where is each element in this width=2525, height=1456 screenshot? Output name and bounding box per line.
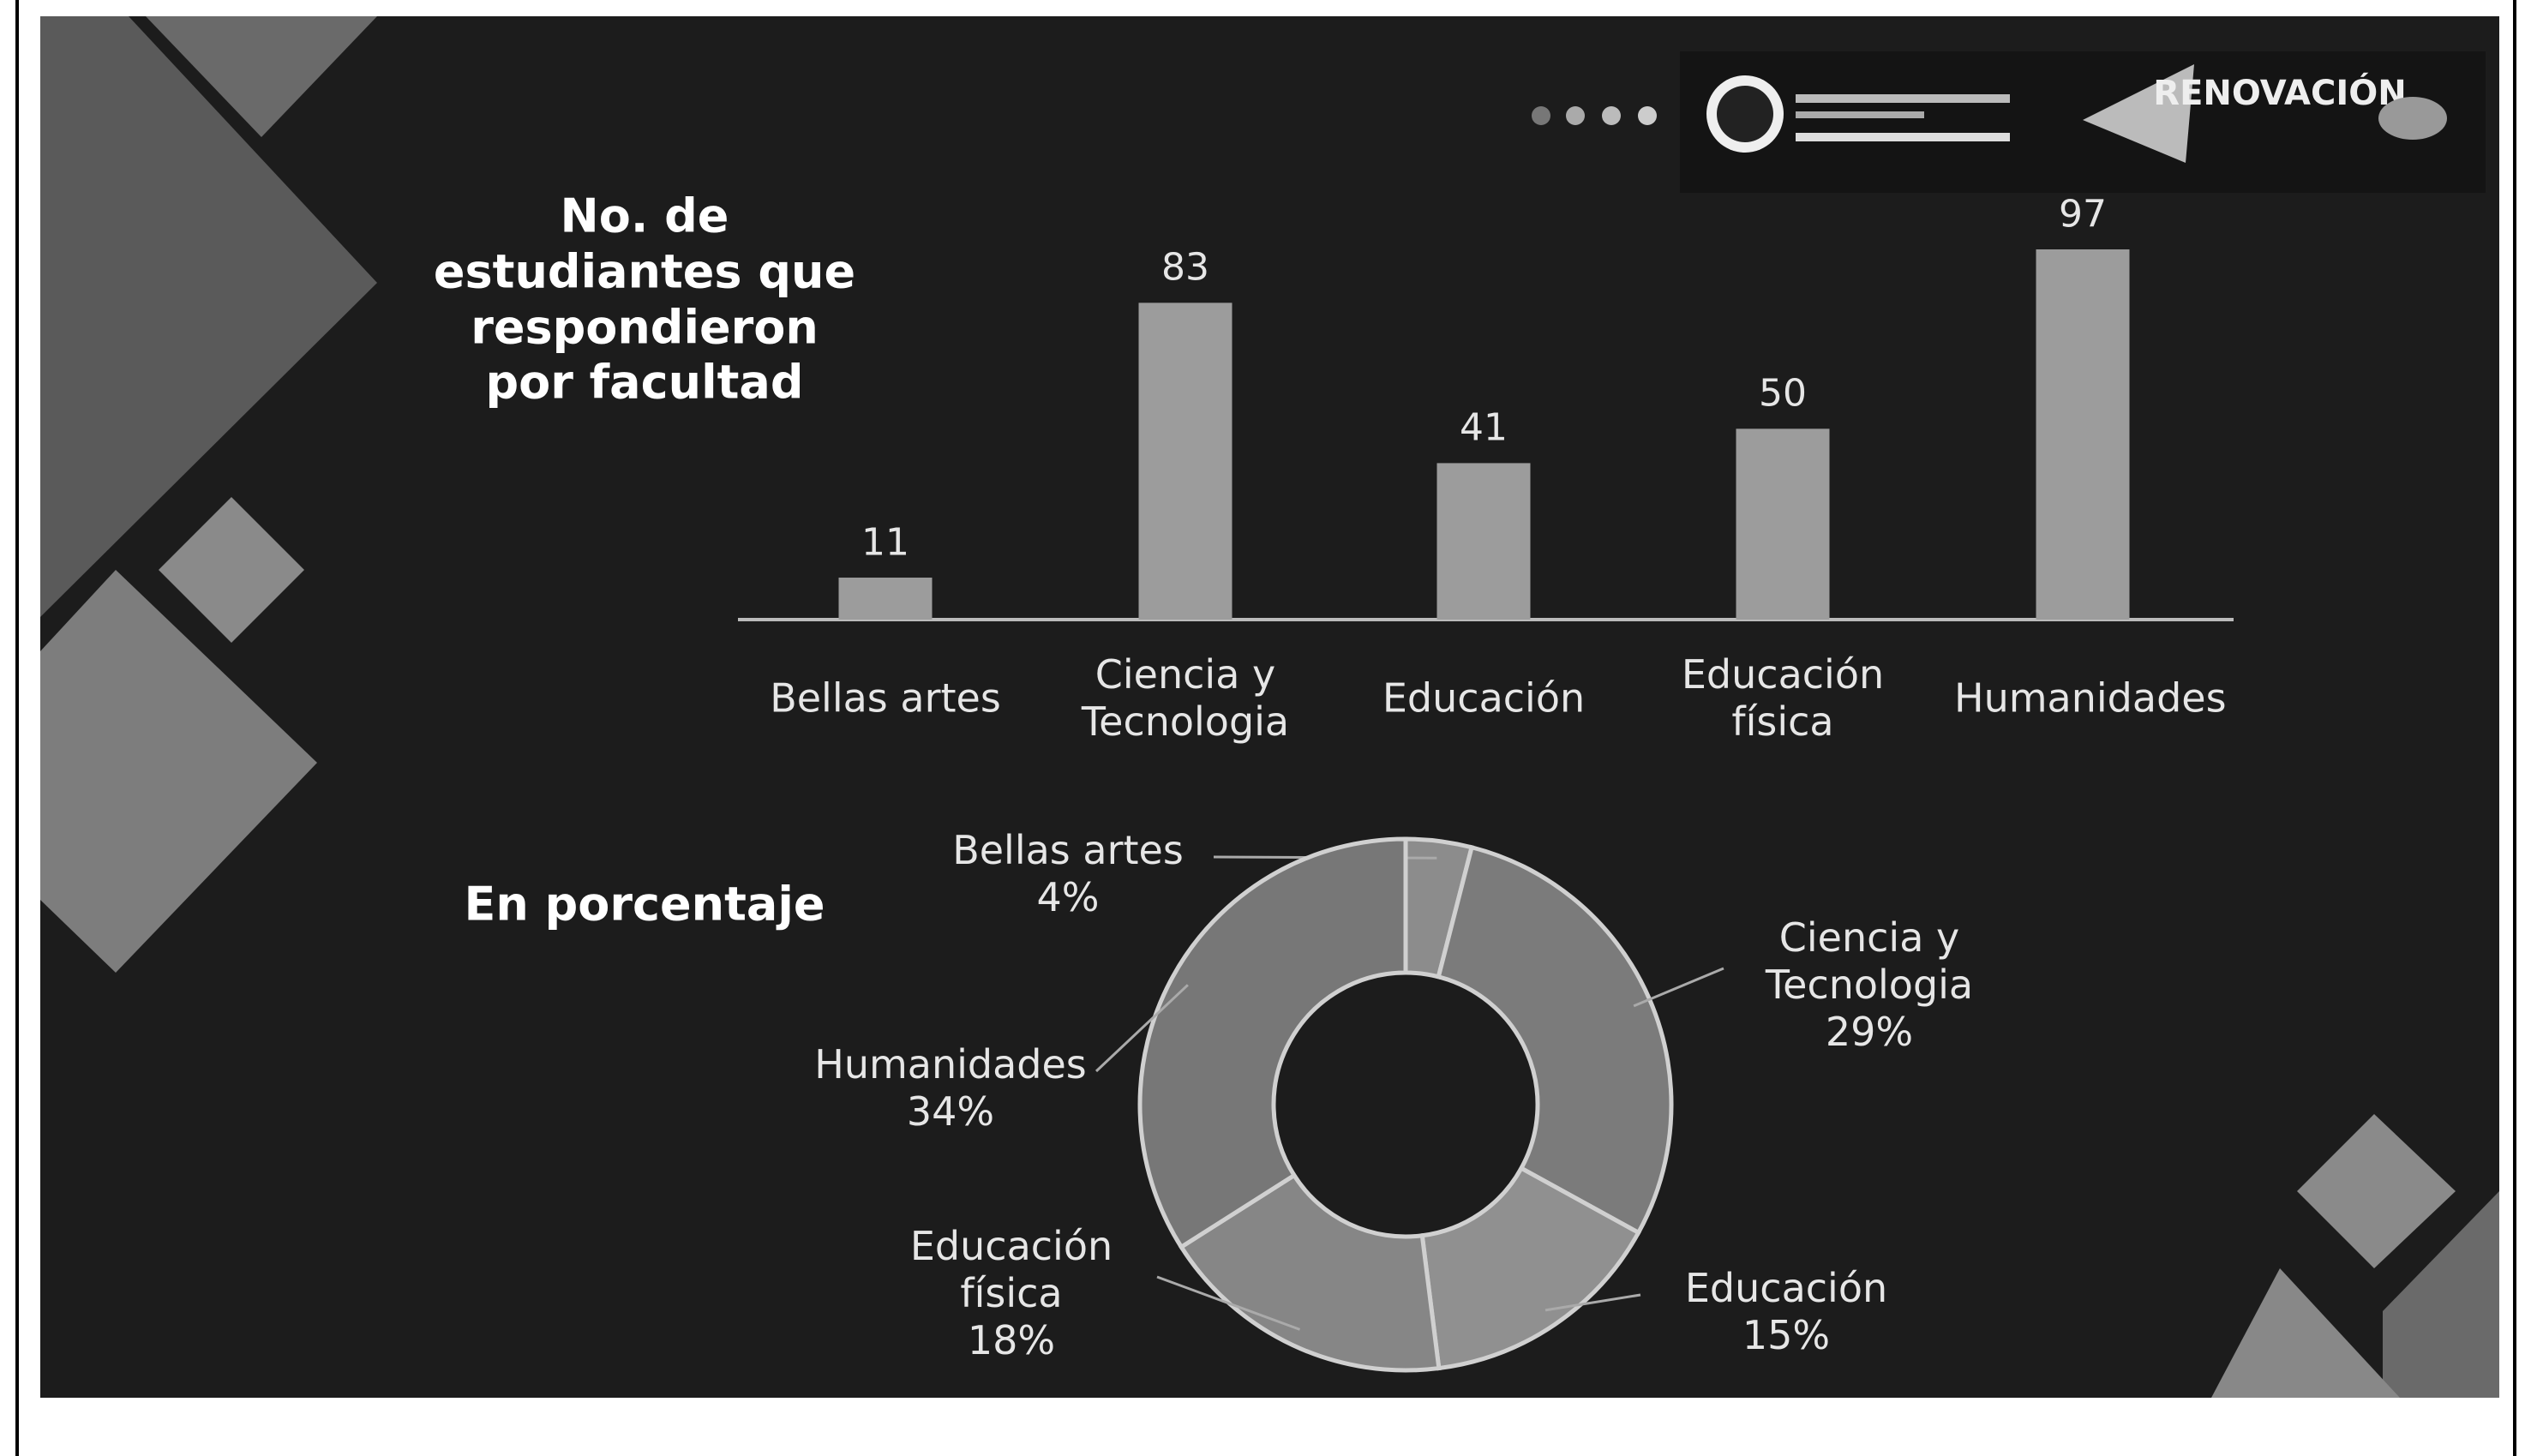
data-label: Educación física 18%	[874, 1223, 1149, 1365]
decor-diamond	[40, 16, 377, 617]
university-logo	[1717, 86, 1773, 142]
percent-label: 29%	[1825, 1009, 1914, 1056]
percent-label: 15%	[1742, 1312, 1831, 1358]
renovacion-logo	[2083, 64, 2194, 163]
x-tick-label: Educación	[1382, 674, 1586, 722]
x-tick-label: Bellas artes	[770, 674, 1001, 722]
decor-diamond	[2297, 1114, 2456, 1268]
logo-text-bar	[1796, 111, 1924, 118]
dot	[1602, 106, 1621, 125]
decor-diamond	[159, 497, 304, 643]
x-tick-label: Educación física	[1681, 650, 1885, 745]
donut-segment	[1137, 836, 1408, 1250]
logo-badge	[2378, 97, 2447, 140]
bar	[1138, 303, 1233, 620]
leader-line	[1633, 967, 1724, 1008]
value-label: 41	[1460, 405, 1508, 450]
donut-segment	[1436, 844, 1674, 1236]
leader-line	[1544, 1293, 1641, 1312]
value-label: 50	[1759, 371, 1807, 416]
x-tick-label: Ciencia y Tecnologia	[1081, 650, 1290, 745]
data-label: Humanidades 34%	[813, 1041, 1088, 1135]
chart-title: En porcentaje	[464, 877, 825, 932]
percent-label: 34%	[906, 1088, 995, 1135]
leader-line	[1095, 984, 1189, 1073]
data-label: Bellas artes 4%	[931, 827, 1205, 921]
data-label: Educación 15%	[1649, 1265, 1923, 1359]
leader-line	[1156, 1275, 1301, 1331]
logo-text-bar	[1796, 94, 2010, 103]
decor-diamond	[2383, 1191, 2499, 1398]
category-label: Bellas artes	[952, 826, 1184, 873]
value-label: 83	[1161, 245, 1209, 290]
value-label: 97	[2059, 192, 2107, 237]
logo-band	[1680, 51, 2486, 193]
logo-text-bar	[1796, 133, 2010, 141]
decor-diamond	[2211, 1268, 2400, 1398]
category-label: Educación física	[909, 1223, 1113, 1317]
bar	[2036, 249, 2130, 620]
category-label: Ciencia y Tecnologia	[1765, 914, 1974, 1009]
percent-label: 4%	[1036, 874, 1100, 920]
bar	[1436, 463, 1531, 620]
x-tick-label: Humanidades	[1954, 674, 2227, 722]
donut-segment	[1178, 1172, 1442, 1373]
bar	[1736, 428, 1830, 620]
logo-text: RENOVACIÓN	[2153, 72, 2406, 113]
category-label: Educación	[1684, 1264, 1888, 1311]
decor-diamond	[40, 570, 317, 973]
category-label: Humanidades	[814, 1040, 1087, 1088]
percent-label: 18%	[967, 1317, 1056, 1364]
data-label: Ciencia y Tecnologia 29%	[1732, 914, 2006, 1057]
bar	[838, 578, 933, 620]
value-label: 11	[861, 520, 909, 565]
decor-diamond	[146, 16, 377, 137]
chart-title: No. de estudiantes que respondieron por …	[433, 189, 856, 410]
dot	[1532, 106, 1550, 125]
donut-segment	[1419, 1165, 1642, 1371]
dot	[1638, 106, 1657, 125]
dot	[1566, 106, 1585, 125]
